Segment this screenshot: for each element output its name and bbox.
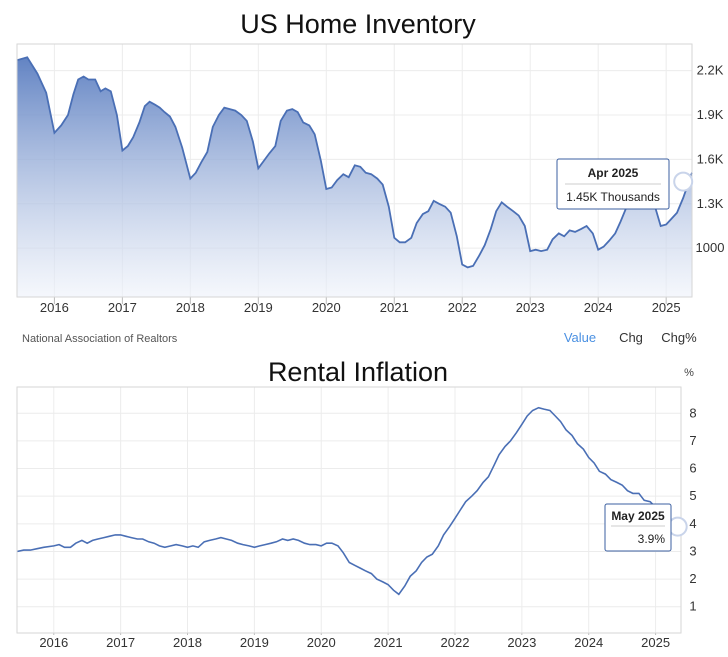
y-tick-label: 1 [689, 599, 696, 614]
y-tick-label: 6 [689, 461, 696, 476]
tab-chg[interactable]: Chg [619, 330, 643, 345]
y-tick-label: 1.6K [697, 151, 724, 166]
rental-inflation-frame [16, 386, 682, 634]
y-tick-label: 2 [689, 571, 696, 586]
y-tick-label: 7 [689, 433, 696, 448]
x-tick-label: 2022 [448, 300, 477, 315]
y-tick-label: 5 [689, 488, 696, 503]
y-tick-label: 1.9K [697, 107, 724, 122]
x-tick-label: 2021 [374, 635, 403, 650]
home-inventory-tooltip-value: 1.45K Thousands [566, 190, 660, 204]
tab-chg-percent[interactable]: Chg% [661, 330, 697, 345]
home-inventory-line [16, 56, 693, 269]
y-tick-label: 3 [689, 543, 696, 558]
home-inventory-title: US Home Inventory [240, 9, 476, 39]
x-tick-label: 2018 [176, 300, 205, 315]
home-inventory-y-ticks: 1000 1.3K 1.6K 1.9K 2.2K [696, 63, 725, 256]
source-label: National Association of Realtors [22, 333, 178, 345]
rental-inflation-tooltip-date: May 2025 [611, 509, 665, 523]
rental-inflation-tooltip-value: 3.9% [638, 532, 666, 546]
home-inventory-x-ticks: 2016 2017 2018 2019 2020 2021 2022 2023 2024 2025 [40, 300, 681, 315]
x-tick-label: 2016 [40, 300, 69, 315]
home-inventory-area [17, 57, 692, 297]
x-tick-label: 2024 [584, 300, 613, 315]
rental-inflation-tooltip: May 2025 3.9% [604, 503, 672, 552]
x-tick-label: 2020 [307, 635, 336, 650]
rental-inflation-chart: Rental Inflation % 1 2 3 4 5 6 7 8 2016 2017 2018… [16, 357, 697, 650]
home-inventory-frame [16, 43, 693, 298]
x-tick-label: 2025 [641, 635, 670, 650]
rental-inflation-line [16, 406, 679, 596]
x-tick-label: 2017 [108, 300, 137, 315]
x-tick-label: 2024 [574, 635, 603, 650]
home-inventory-chart: US Home Inventory 1000 1.3K 1.6K 1.9K 2.2K 2… [16, 9, 725, 345]
home-inventory-hover-marker [673, 171, 694, 192]
y-tick-label: 4 [689, 516, 696, 531]
x-tick-label: 2019 [240, 635, 269, 650]
y-tick-label: 2.2K [697, 63, 724, 78]
y-tick-label: 1000 [696, 240, 725, 255]
y-tick-label: 8 [689, 405, 696, 420]
x-tick-label: 2016 [39, 635, 68, 650]
rental-inflation-title: Rental Inflation [268, 357, 448, 387]
rental-inflation-x-ticks: 2016 2017 2018 2019 2020 2021 2022 2023 2024 2025 [39, 635, 670, 650]
home-inventory-tooltip-date: Apr 2025 [588, 166, 639, 180]
x-tick-label: 2020 [312, 300, 341, 315]
tab-value[interactable]: Value [564, 330, 596, 345]
rental-inflation-grid [17, 387, 681, 635]
x-tick-label: 2023 [516, 300, 545, 315]
rental-inflation-y-ticks: 1 2 3 4 5 6 7 8 [689, 405, 696, 613]
home-inventory-tooltip: Apr 2025 1.45K Thousands [556, 158, 670, 210]
x-tick-label: 2018 [173, 635, 202, 650]
x-tick-label: 2023 [507, 635, 536, 650]
x-tick-label: 2017 [106, 635, 135, 650]
x-tick-label: 2021 [380, 300, 409, 315]
rental-inflation-unit: % [684, 367, 694, 379]
x-tick-label: 2022 [441, 635, 470, 650]
x-tick-label: 2019 [244, 300, 273, 315]
x-tick-label: 2025 [652, 300, 681, 315]
y-tick-label: 1.3K [697, 196, 724, 211]
